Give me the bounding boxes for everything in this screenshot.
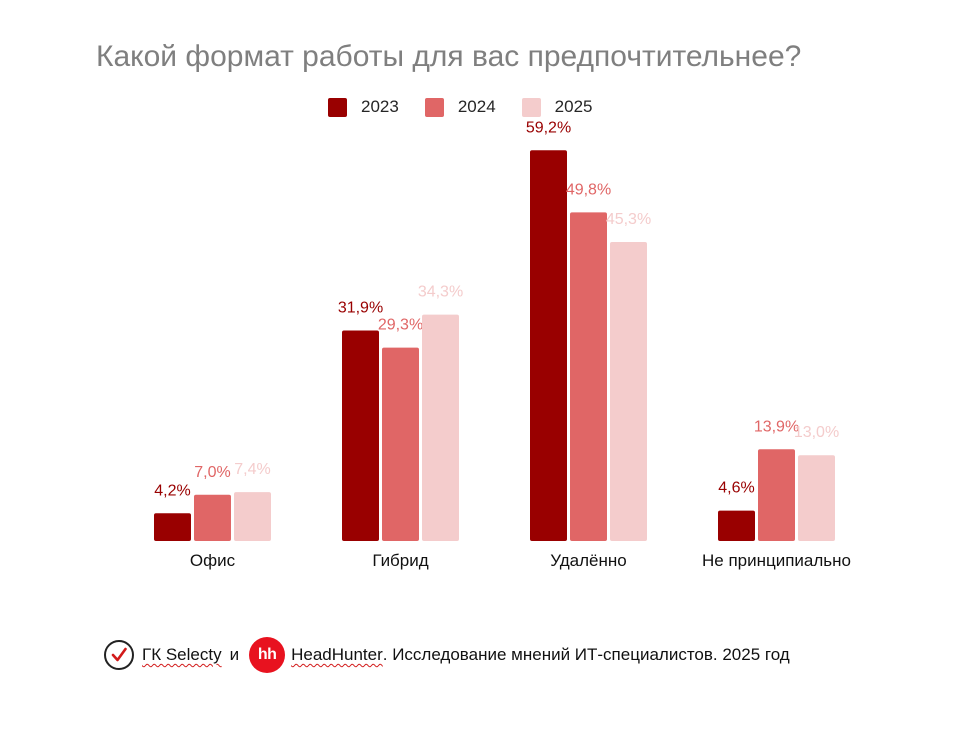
legend-label-2024: 2024: [457, 97, 496, 116]
data-label-2023-2: 59,2%: [526, 119, 571, 136]
bar-2024-2: [570, 212, 607, 541]
data-label-2025-2: 45,3%: [606, 211, 651, 228]
bar-2023-2: [530, 150, 567, 541]
chart-legend: 2023 2024 2025: [328, 94, 618, 120]
legend-swatch-2023: [328, 97, 347, 117]
checkmark-icon: [111, 647, 127, 662]
category-label-0: Офис: [190, 551, 236, 570]
bar-2024-0: [194, 494, 231, 541]
data-label-2024-0: 7,0%: [194, 464, 230, 481]
bar-2023-1: [342, 330, 379, 541]
bar-2023-3: [718, 510, 755, 541]
bar-2025-3: [798, 455, 835, 541]
bar-2025-2: [610, 242, 647, 541]
bar-2025-0: [234, 492, 271, 541]
data-label-2025-0: 7,4%: [234, 461, 270, 478]
source-company-2: HeadHunter: [291, 645, 383, 664]
data-label-2023-3: 4,6%: [718, 480, 754, 497]
source-company-1: ГК Selecty: [142, 645, 222, 664]
source-line: ГК Selecty и hh HeadHunter . Исследовани…: [104, 636, 790, 674]
category-label-1: Гибрид: [372, 551, 428, 570]
checkmark-circle-icon: [104, 640, 134, 670]
data-label-2025-1: 34,3%: [418, 284, 463, 301]
legend-item-2023: 2023: [328, 97, 399, 117]
legend-item-2024: 2024: [424, 97, 496, 117]
data-label-2025-3: 13,0%: [794, 424, 839, 441]
legend-label-2023: 2023: [361, 97, 399, 116]
bar-plot: 4,2%7,0% 7,4% Офис 31,9%29,3% 34,3% Гибрид 59,…: [154, 119, 851, 570]
data-label-2023-0: 4,2%: [154, 482, 190, 499]
legend-label-2025: 2025: [554, 97, 593, 116]
data-label-2023-1: 31,9%: [338, 299, 383, 316]
bar-2024-3: [758, 449, 795, 541]
data-label-2024-2: 49,8%: [566, 181, 611, 198]
bar-2024-1: [382, 347, 419, 541]
bar-2025-1: [422, 314, 459, 541]
data-label-2024-1: 29,3%: [378, 317, 423, 334]
source-description: . Исследование мнений ИТ-специалистов. 2…: [382, 645, 790, 664]
data-label-2024-3: 13,9%: [754, 418, 799, 435]
legend-swatch-2025: [521, 97, 541, 117]
legend-swatch-2024: [424, 97, 444, 117]
bar-2023-0: [154, 513, 191, 541]
category-label-2: Удалённо: [550, 551, 626, 570]
hh-logo-icon: hh: [249, 637, 286, 673]
source-and: и: [229, 645, 240, 664]
category-label-3: Не принципиально: [702, 551, 851, 570]
chart-title: Какой формат работы для вас предпочтител…: [96, 40, 802, 73]
legend-item-2025: 2025: [521, 97, 593, 117]
